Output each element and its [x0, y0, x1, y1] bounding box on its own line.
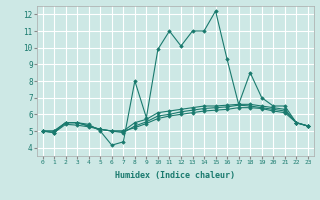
X-axis label: Humidex (Indice chaleur): Humidex (Indice chaleur) — [115, 171, 235, 180]
